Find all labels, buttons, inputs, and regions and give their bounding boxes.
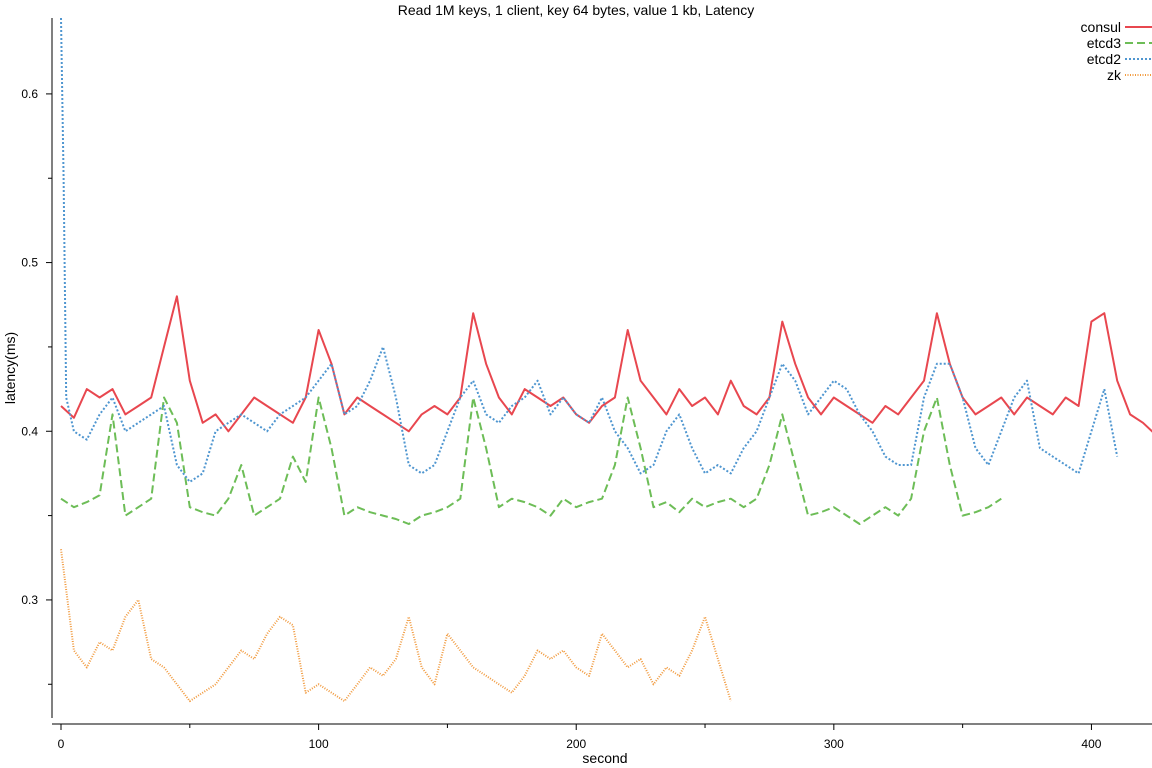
legend-label-consul: consul [1081, 19, 1121, 35]
x-axis-ticks: 0 100 200 300 400 [58, 724, 1102, 751]
x-tick-label: 300 [824, 737, 844, 751]
series-line-etcd2 [60, 17, 1119, 483]
series-line-zk [60, 549, 732, 703]
axes [51, 18, 1152, 725]
x-tick-label: 0 [58, 737, 65, 751]
y-tick-label: 0.3 [21, 593, 38, 607]
y-tick-label: 0.4 [21, 424, 38, 438]
y-tick-label: 0.6 [21, 87, 38, 101]
chart-title: Read 1M keys, 1 client, key 64 bytes, va… [398, 2, 754, 18]
y-axis-label: latency(ms) [2, 332, 18, 404]
x-tick-label: 100 [309, 737, 329, 751]
y-axis-ticks: 0.3 0.4 0.5 0.6 [21, 87, 52, 685]
legend-label-zk: zk [1107, 67, 1122, 83]
x-tick-label: 400 [1081, 737, 1101, 751]
y-tick-label: 0.5 [21, 256, 38, 270]
series-line-etcd3 [60, 396, 1002, 525]
legend-label-etcd2: etcd2 [1087, 51, 1121, 67]
x-axis-label: second [582, 750, 627, 766]
legend-label-etcd3: etcd3 [1087, 35, 1121, 51]
x-tick-label: 200 [566, 737, 586, 751]
series-layer [60, 17, 1152, 703]
series-line-consul [60, 295, 1152, 433]
